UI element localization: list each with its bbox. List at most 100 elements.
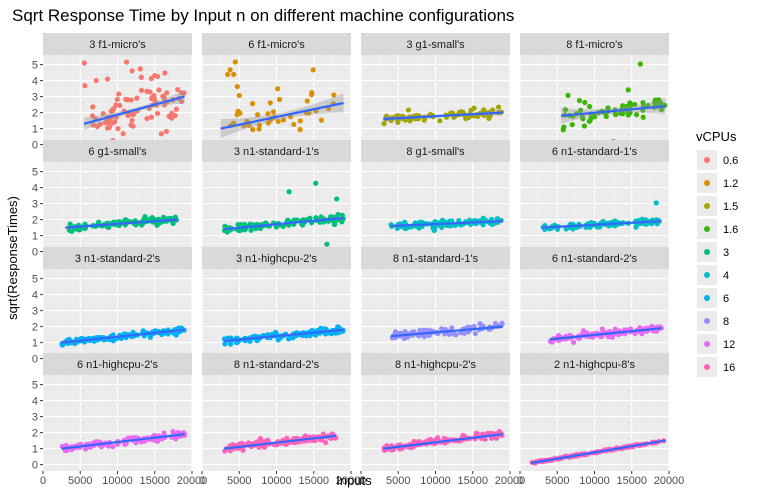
data-point	[225, 71, 231, 78]
data-point	[565, 92, 571, 98]
data-point	[339, 212, 345, 218]
data-point	[495, 104, 502, 110]
legend-item: 16	[697, 357, 735, 377]
legend-key-swatch	[704, 318, 710, 324]
panel-marks	[59, 428, 188, 454]
data-point	[248, 227, 254, 233]
data-point	[481, 107, 487, 113]
y-tick-label: 3	[32, 306, 38, 318]
panel-marks	[220, 59, 344, 139]
legend-item: 12	[697, 334, 735, 354]
data-point	[161, 430, 167, 436]
facet-strip	[43, 33, 192, 55]
facet-panel: 8 f1-micro's	[519, 33, 670, 151]
legend-label: 1.5	[723, 201, 738, 213]
data-point	[407, 118, 413, 124]
chart-title: Sqrt Response Time by Input n on differe…	[12, 6, 514, 25]
y-tick-label: 3	[32, 92, 38, 104]
data-point	[324, 241, 330, 247]
legend-item: 8	[697, 311, 729, 331]
data-point	[172, 112, 178, 119]
panel-marks	[547, 323, 664, 345]
legend-label: 12	[723, 339, 735, 351]
legend-label: 0.6	[723, 155, 738, 167]
x-tick-label: 5000	[545, 475, 569, 487]
data-point	[231, 71, 237, 77]
x-tick-label: 10000	[261, 475, 292, 487]
data-point	[477, 321, 483, 327]
facet-strip-label: 6 n1-standard-2's	[552, 253, 638, 265]
fit-line	[224, 328, 344, 343]
data-point	[489, 107, 496, 113]
legend-key-swatch	[704, 364, 710, 370]
facet-strip	[43, 140, 192, 162]
data-point	[166, 113, 172, 119]
y-tick-label: 3	[32, 412, 38, 424]
facet-strip-label: 6 f1-micro's	[248, 39, 305, 51]
y-tick-label: 3	[32, 199, 38, 211]
facet-strip	[361, 140, 510, 162]
facet-panel: 3 n1-standard-2's 0 1 2 3 4 5	[32, 247, 193, 366]
data-point	[395, 119, 401, 126]
data-point	[96, 219, 102, 225]
data-point	[334, 196, 340, 202]
data-point	[227, 67, 233, 73]
x-tick-label: 5000	[386, 475, 410, 487]
data-point	[286, 189, 292, 195]
data-point	[335, 324, 341, 330]
data-point	[224, 229, 230, 235]
data-point	[291, 121, 297, 128]
panel-marks	[59, 325, 187, 348]
data-point	[273, 224, 279, 230]
data-point	[257, 225, 263, 231]
legend-label: 16	[723, 362, 735, 374]
data-point	[236, 92, 242, 99]
data-point	[654, 98, 661, 105]
data-point	[142, 214, 148, 220]
data-point	[331, 221, 338, 228]
data-point	[125, 112, 131, 119]
facet-strip-label: 3 f1-micro's	[89, 39, 146, 51]
facet-strip-label: 8 f1-micro's	[566, 39, 623, 51]
fit-line	[61, 328, 185, 344]
data-point	[297, 118, 303, 124]
panel-marks	[221, 324, 346, 347]
data-point	[307, 215, 313, 221]
facet-strip-label: 6 g1-small's	[88, 146, 147, 158]
panel-marks	[560, 61, 668, 145]
x-tick-label: 10000	[102, 475, 133, 487]
x-tick-label: 20000	[495, 475, 526, 487]
data-point	[154, 110, 161, 117]
data-point	[104, 76, 111, 82]
data-point	[456, 109, 463, 115]
facet-panel: 6 n1-standard-1's	[519, 140, 670, 258]
data-point	[102, 120, 108, 126]
fit-line	[61, 433, 185, 450]
x-tick-label: 0	[358, 475, 364, 487]
data-point	[144, 115, 150, 122]
panel-marks	[381, 104, 504, 127]
data-point	[609, 334, 615, 340]
facet-strip	[361, 33, 510, 55]
x-tick-label: 15000	[139, 475, 170, 487]
data-point	[81, 60, 88, 66]
data-point	[130, 123, 136, 129]
fit-line	[383, 111, 503, 121]
x-tick-label: 20000	[177, 475, 208, 487]
data-point	[485, 430, 491, 436]
y-tick-label: 1	[32, 124, 38, 136]
panel-marks	[540, 200, 662, 232]
data-point	[147, 334, 153, 340]
data-point	[116, 91, 122, 97]
data-point	[578, 107, 584, 113]
fit-line	[224, 216, 344, 231]
legend-key-swatch	[704, 203, 710, 209]
data-point	[270, 109, 277, 115]
legend-key-swatch	[704, 295, 710, 301]
panel-marks	[381, 428, 505, 453]
fit-line	[220, 101, 344, 130]
legend-title: vCPUs	[696, 129, 737, 144]
facet-strip-label: 8 g1-small's	[406, 146, 465, 158]
y-tick-label: 5	[32, 167, 38, 179]
facet-strip-label: 3 g1-small's	[406, 39, 465, 51]
